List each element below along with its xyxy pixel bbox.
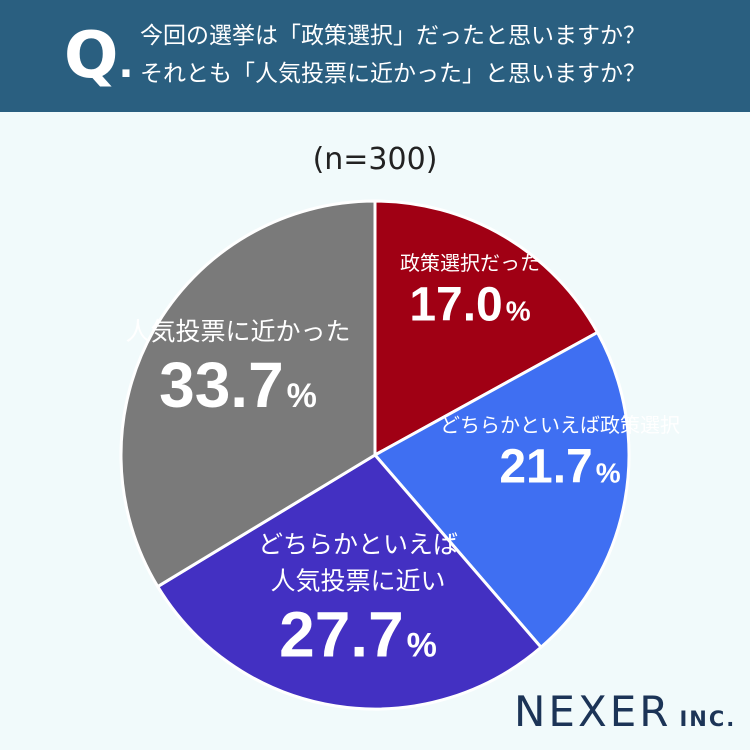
q-dot: . [118, 41, 134, 87]
slice-value-2: 21.7% [499, 440, 620, 493]
question-line-1: 今回の選挙は「政策選択」だったと思いますか？ [140, 23, 646, 49]
nexer-logo: NEXER INC. [514, 688, 736, 745]
slice-label-3-line-1: どちらかといえば [258, 530, 458, 559]
q-letter: Q [64, 19, 119, 93]
pie-slice-1 [373, 199, 599, 457]
q-mark: Q. [64, 14, 134, 98]
slice-label-3-line-2: 人気投票に近い [270, 566, 445, 595]
slice-value-1: 17.0% [409, 278, 530, 331]
question-line-2: それとも「人気投票に近かった」と思いますか？ [140, 61, 646, 87]
pie-slice-4 [119, 199, 377, 589]
pie-slice-3 [156, 453, 543, 711]
slice-label-2: どちらかといえば政策選択 [440, 413, 680, 437]
slice-value-3: 27.7% [279, 598, 437, 670]
pie-slices [119, 199, 631, 711]
logo-main-text: NEXER [514, 687, 672, 736]
sample-size-note: (n=300) [312, 142, 438, 177]
logo-sub-text: INC. [679, 707, 737, 731]
slice-label-4: 人気投票に近かった [125, 317, 350, 346]
slice-value-4: 33.7% [159, 349, 317, 421]
slice-label-1: 政策選択だった [400, 251, 540, 275]
pie-slice-2 [373, 330, 631, 649]
question-header: Q. 今回の選挙は「政策選択」だったと思いますか？ それとも「人気投票に近かった… [0, 0, 750, 112]
